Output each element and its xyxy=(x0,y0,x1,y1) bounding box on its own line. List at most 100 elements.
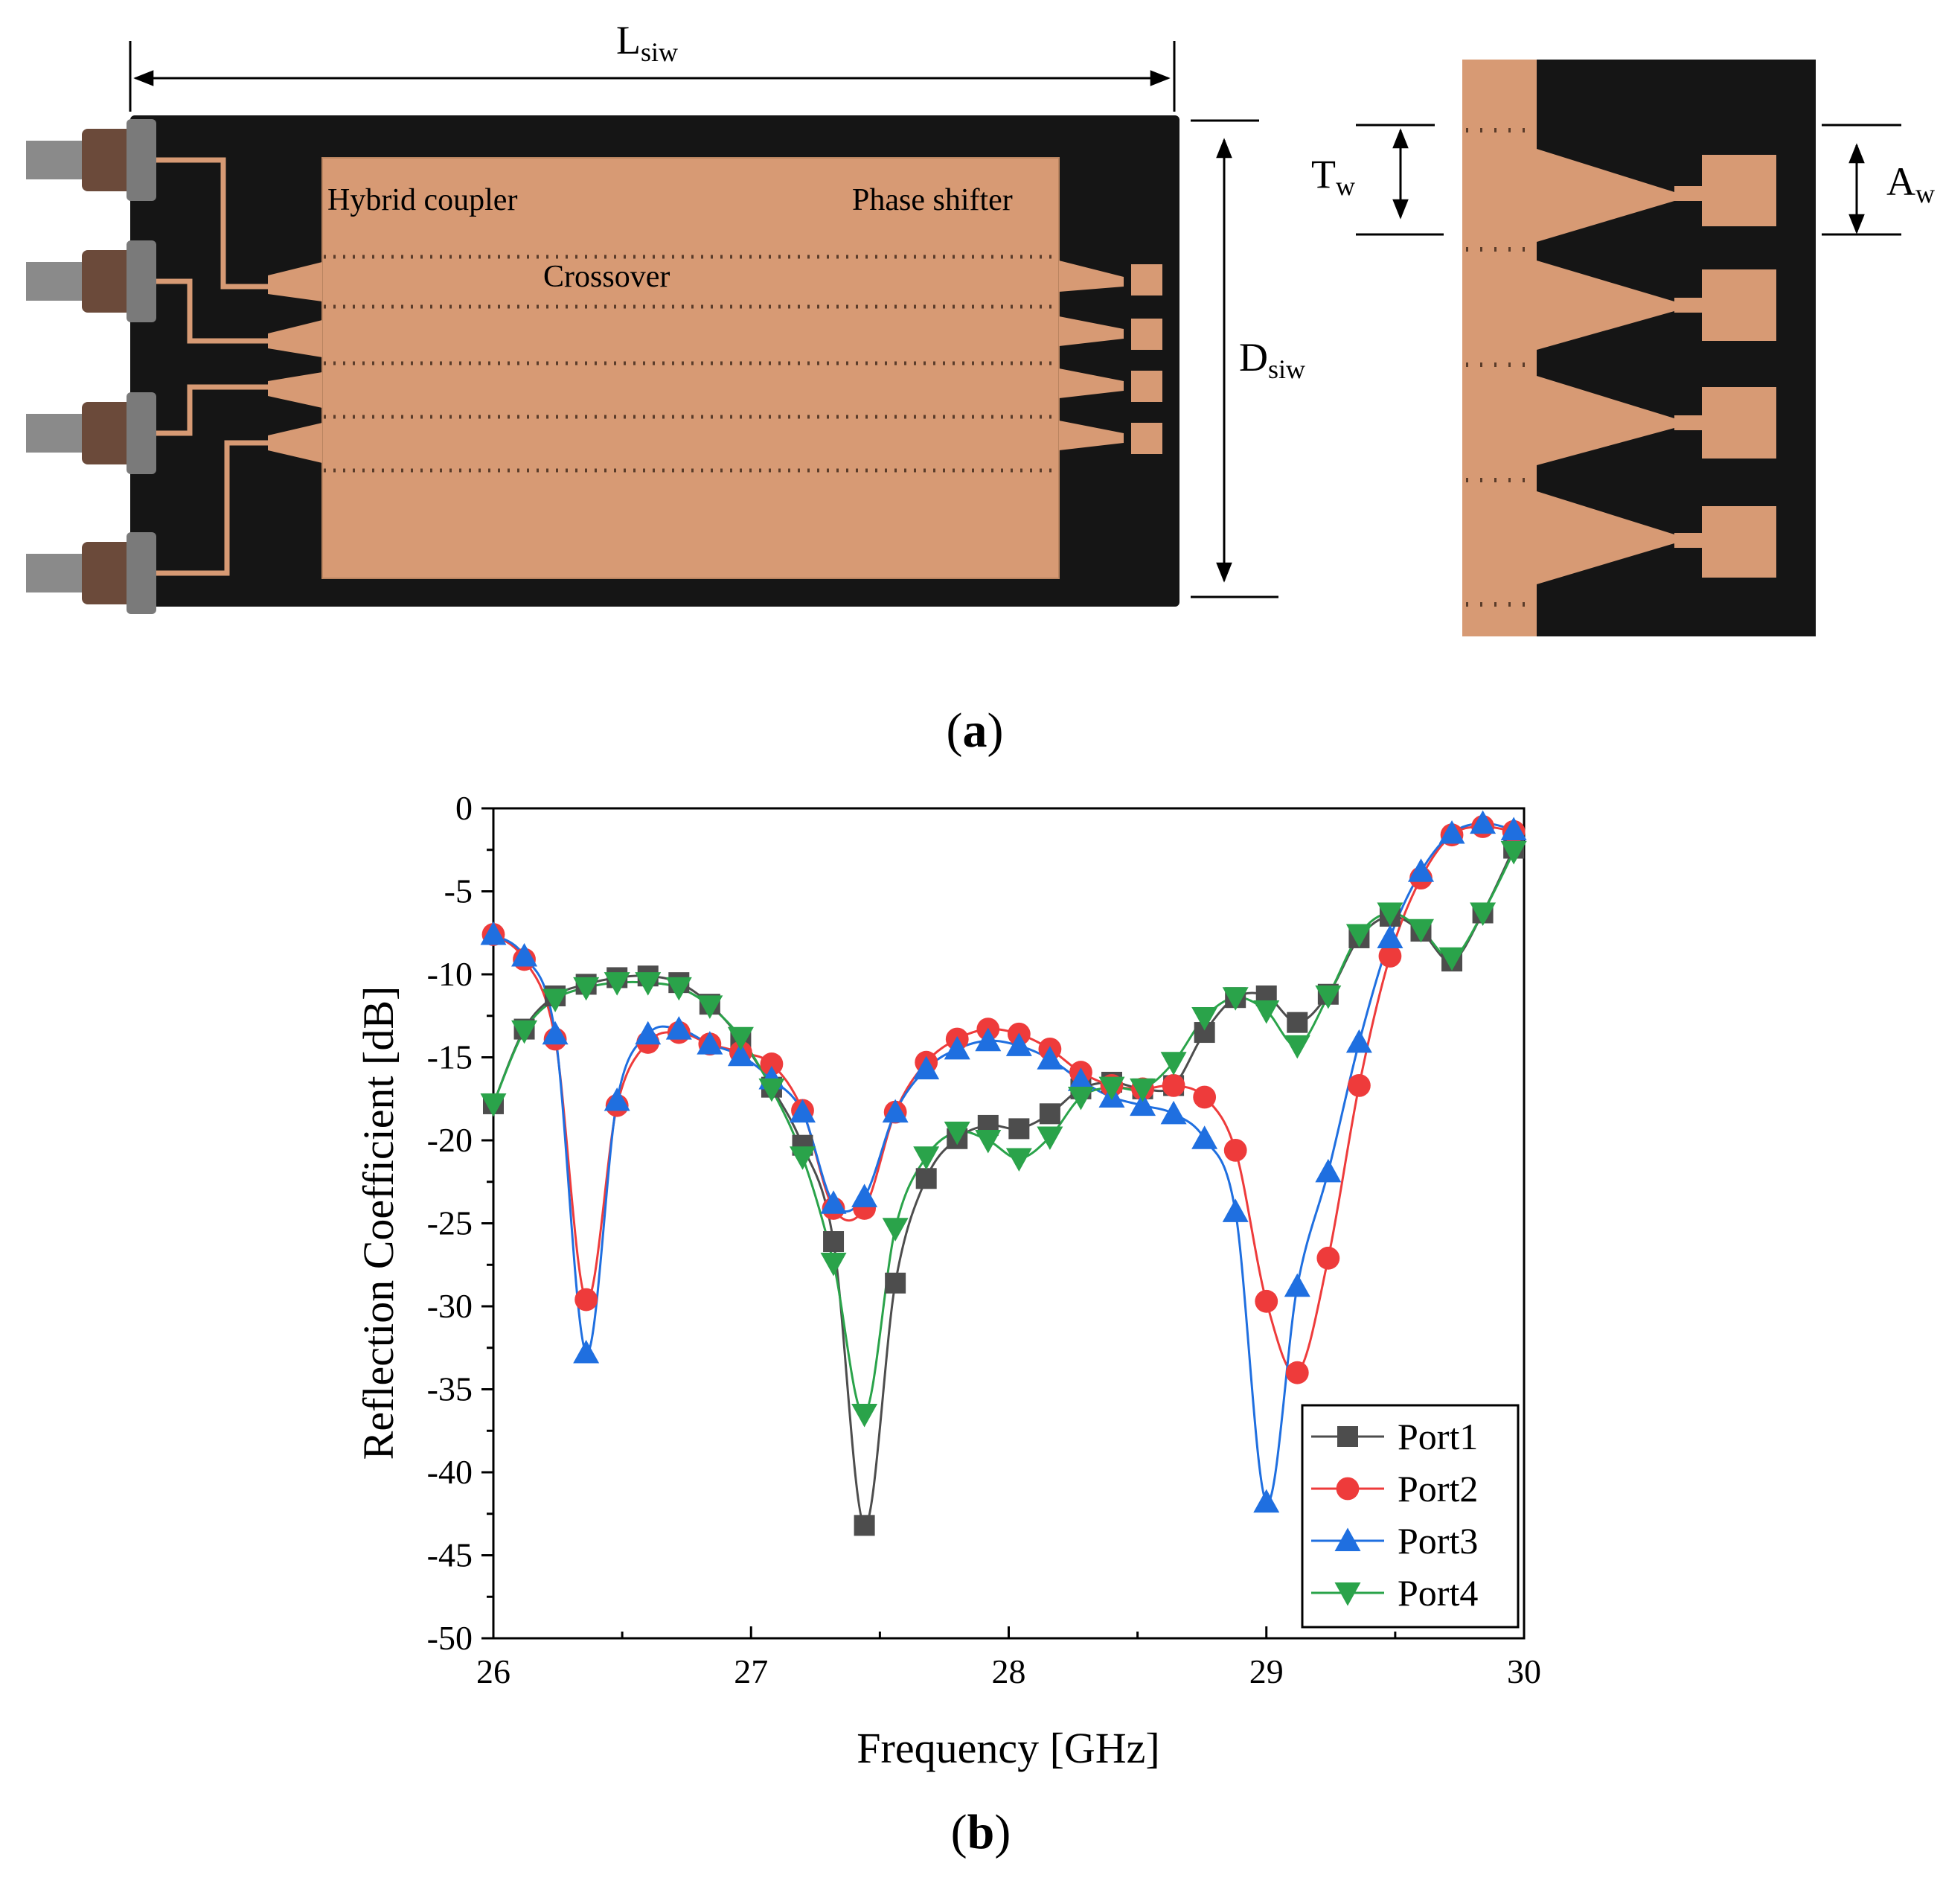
data-point-port4 xyxy=(882,1218,909,1242)
data-point-port3 xyxy=(944,1035,970,1060)
data-point-port1 xyxy=(854,1515,875,1536)
data-point-port3 xyxy=(1345,1029,1372,1053)
data-point-port2 xyxy=(1348,1074,1371,1097)
data-point-port3 xyxy=(790,1099,816,1123)
data-point-port3 xyxy=(1160,1100,1187,1125)
data-point-port4 xyxy=(913,1146,940,1170)
data-point-port1 xyxy=(1039,1103,1060,1125)
data-point-port3 xyxy=(1284,1273,1310,1297)
data-point-port4 xyxy=(1345,924,1372,948)
legend-marker-port3 xyxy=(1334,1527,1361,1551)
markers xyxy=(480,810,1527,1536)
dimension-lines xyxy=(129,41,1901,598)
crossover-label: Crossover xyxy=(543,260,670,294)
a-w-label: Aw xyxy=(1886,159,1935,208)
y-tick-label: -30 xyxy=(427,1287,473,1325)
data-point-port4 xyxy=(1500,840,1527,865)
data-point-port3 xyxy=(635,1020,662,1045)
data-point-port4 xyxy=(665,977,692,1001)
t-w-label: Tw xyxy=(1311,152,1355,201)
y-tick-label: -25 xyxy=(427,1204,473,1242)
data-point-port1 xyxy=(1008,1118,1030,1140)
data-point-port4 xyxy=(511,1020,538,1044)
sma-connectors xyxy=(26,119,156,614)
data-point-port4 xyxy=(758,1078,785,1102)
data-point-port3 xyxy=(820,1190,847,1214)
data-point-port4 xyxy=(542,988,569,1012)
data-point-port3 xyxy=(1130,1092,1156,1116)
data-point-port3 xyxy=(573,1339,600,1364)
series-line-port2 xyxy=(493,825,1514,1375)
data-point-port3 xyxy=(727,1042,754,1067)
data-point-port4 xyxy=(1037,1126,1063,1151)
data-point-port3 xyxy=(604,1087,630,1111)
data-point-port4 xyxy=(635,972,662,996)
data-point-port3 xyxy=(1067,1067,1094,1091)
data-point-port4 xyxy=(1408,919,1434,943)
x-tick-label: 27 xyxy=(734,1652,768,1690)
data-point-port4 xyxy=(1284,1035,1310,1059)
y-tick-label: -20 xyxy=(427,1121,473,1159)
data-point-port3 xyxy=(1037,1046,1063,1070)
y-tick-label: -5 xyxy=(444,872,473,910)
data-point-port4 xyxy=(573,977,600,1001)
data-point-port4 xyxy=(604,972,630,996)
data-point-port3 xyxy=(697,1031,723,1055)
y-tick-label: -50 xyxy=(427,1619,473,1657)
panel-label-b: (b) xyxy=(951,1805,1011,1859)
phase-shifter-label: Phase shifter xyxy=(852,183,1013,217)
legend-label-port1: Port1 xyxy=(1398,1416,1478,1457)
data-point-port4 xyxy=(820,1253,847,1277)
data-point-port4 xyxy=(727,1026,754,1051)
data-point-port3 xyxy=(1005,1032,1032,1056)
data-point-port2 xyxy=(1193,1085,1217,1109)
data-point-port1 xyxy=(885,1272,906,1294)
d-siw-label: Dsiw xyxy=(1239,335,1305,384)
data-point-port1 xyxy=(823,1231,845,1253)
data-point-port2 xyxy=(760,1052,784,1076)
data-point-port4 xyxy=(1191,1006,1218,1031)
legend: Port1 Port2 Port3 Port4 xyxy=(1301,1404,1520,1629)
data-point-port3 xyxy=(1315,1158,1342,1183)
data-point-port4 xyxy=(851,1403,878,1428)
antenna-elements xyxy=(1059,261,1162,454)
x-tick-label: 26 xyxy=(476,1652,510,1690)
data-point-port4 xyxy=(1222,987,1249,1011)
data-point-port4 xyxy=(1160,1052,1187,1076)
data-point-port3 xyxy=(851,1183,878,1207)
pcb-photo: Lsiw Dsiw Tw Aw Hybrid coupler Crossover… xyxy=(26,18,1935,636)
data-point-port3 xyxy=(1377,924,1403,948)
y-tick-label: 0 xyxy=(455,789,473,827)
data-point-port3 xyxy=(1500,817,1527,840)
legend-label-port3: Port3 xyxy=(1398,1520,1478,1562)
data-point-port4 xyxy=(1470,902,1497,926)
antenna-inset-photo xyxy=(1462,60,1816,636)
data-point-port3 xyxy=(1253,1489,1280,1513)
axes: 26 27 28 29 30 0 -5 -10 -15 -20 -25 -30 -35 -40 -45 -50 xyxy=(427,789,1541,1690)
y-tick-label: -15 xyxy=(427,1038,473,1076)
data-point-port2 xyxy=(1255,1289,1278,1313)
data-point-port4 xyxy=(1098,1076,1125,1101)
data-point-port3 xyxy=(882,1099,909,1123)
data-point-port4 xyxy=(480,1093,507,1117)
panel-label-a: (a) xyxy=(947,703,1004,758)
data-point-port3 xyxy=(665,1016,692,1040)
data-point-port3 xyxy=(542,1020,569,1045)
data-point-port4 xyxy=(1253,1000,1280,1024)
data-point-port3 xyxy=(1191,1125,1218,1149)
legend-label-port2: Port2 xyxy=(1398,1468,1478,1510)
data-point-port3 xyxy=(1438,820,1465,844)
data-point-port3 xyxy=(913,1055,940,1080)
data-point-port4 xyxy=(1377,902,1403,926)
data-point-port4 xyxy=(1067,1087,1094,1111)
chart: 26 27 28 29 30 0 -5 -10 -15 -20 -25 -30 -35 -40 -45 -50… xyxy=(354,789,1541,1772)
l-siw-label: Lsiw xyxy=(616,18,678,67)
data-point-port3 xyxy=(480,921,507,945)
y-tick-label: -40 xyxy=(427,1453,473,1491)
legend-marker-port2 xyxy=(1336,1477,1360,1501)
data-point-port4 xyxy=(697,995,723,1019)
data-point-port3 xyxy=(1408,858,1434,882)
via-rows xyxy=(324,255,1057,473)
data-point-port2 xyxy=(574,1288,598,1312)
legend-marker-port4 xyxy=(1334,1582,1361,1606)
